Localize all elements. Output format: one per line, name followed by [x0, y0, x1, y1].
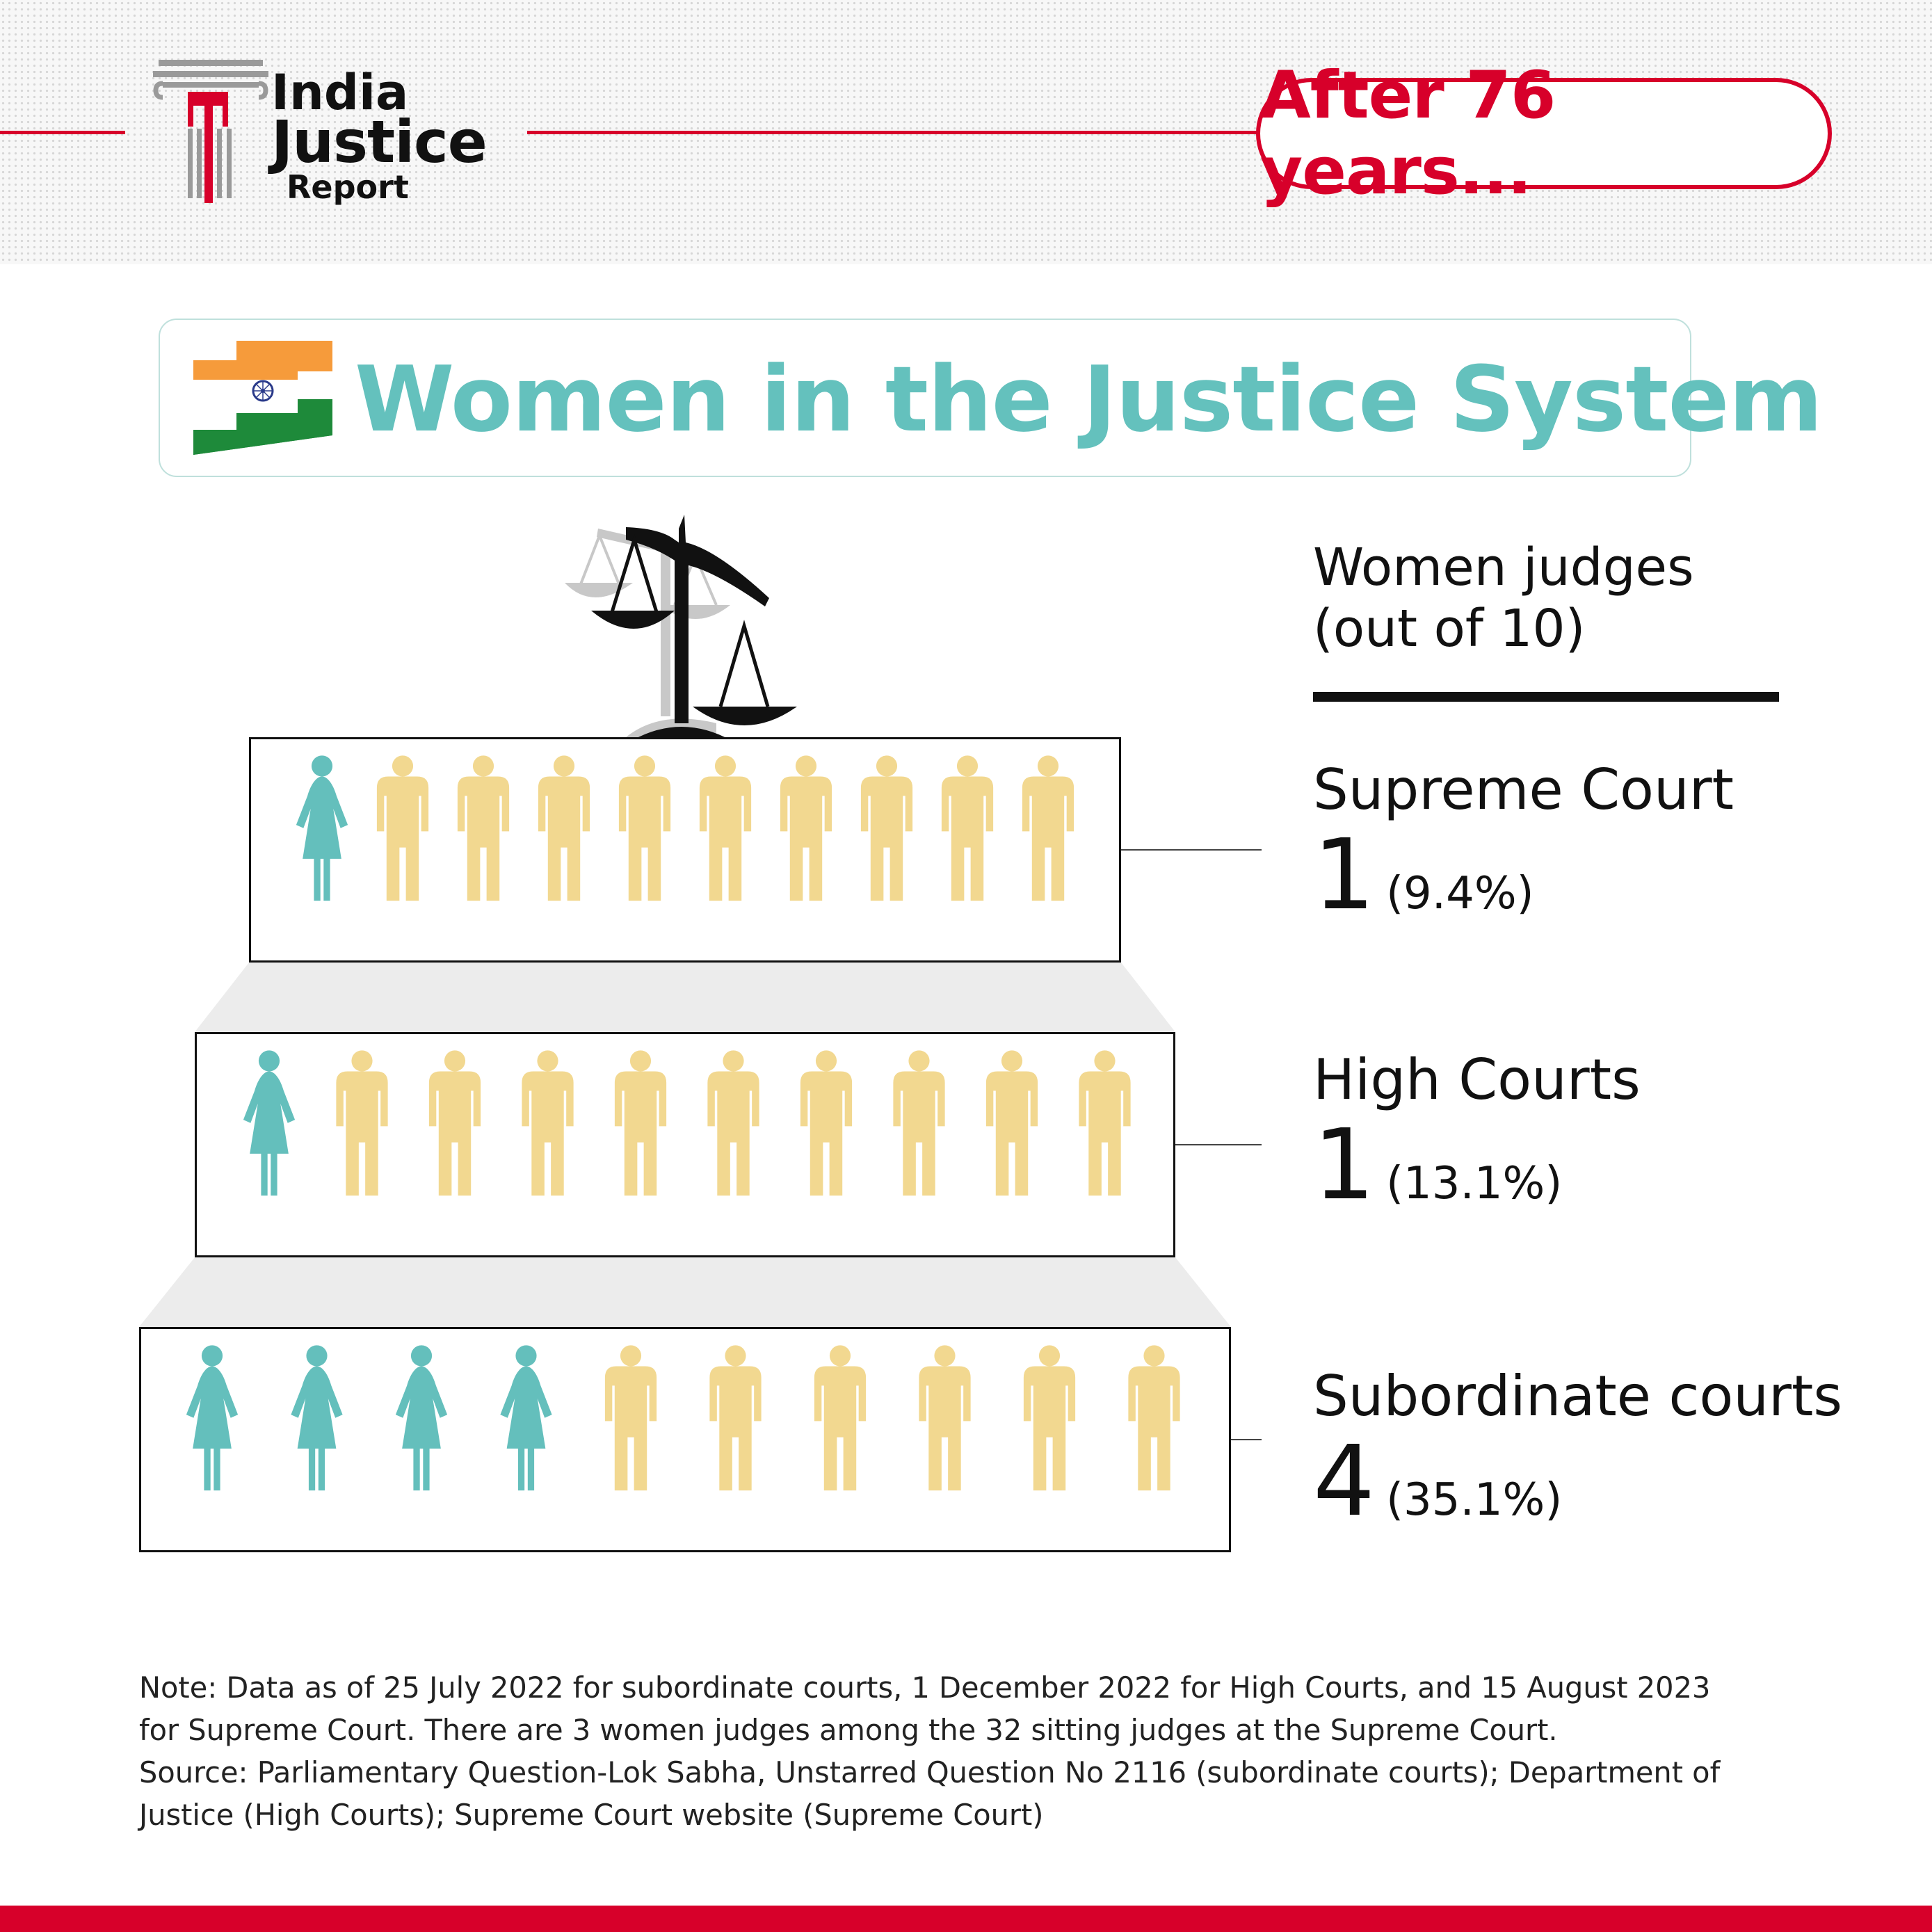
legend-title-line2: (out of 10) [1313, 599, 1586, 659]
man-judge-figure [457, 755, 510, 901]
man-judge-figure [538, 755, 590, 901]
man-judge-figure [800, 1050, 853, 1196]
page-title: Women in the Justice System [355, 346, 1823, 452]
man-judge-figure [336, 1050, 388, 1196]
logo-line-report: Report [287, 168, 409, 206]
tagline-text: After 76 years... [1260, 58, 1556, 209]
scales-of-justice-icon [565, 515, 797, 740]
man-judge-figure [709, 1345, 762, 1491]
woman-judge-figure [500, 1345, 552, 1491]
source-note: Note: Data as of 25 July 2022 for subord… [139, 1666, 1822, 1836]
man-judge-figure [376, 755, 429, 901]
man-judge-figure [522, 1050, 574, 1196]
man-judge-figure [1023, 1345, 1076, 1491]
note-line: Justice (High Courts); Supreme Court web… [139, 1798, 1044, 1832]
man-judge-figure [780, 755, 832, 901]
legend-underline [1313, 692, 1779, 702]
man-judge-figure [860, 755, 913, 901]
tier-supreme-court [249, 737, 1121, 963]
connector-subordinate-courts [1231, 1439, 1262, 1440]
man-judge-figure [1128, 1345, 1180, 1491]
logo: India Justice Report [153, 56, 515, 209]
header-rule-right [527, 131, 1264, 134]
court-percent: (13.1%) [1386, 1158, 1563, 1209]
legend-title: Women judges (out of 10) [1313, 537, 1694, 659]
court-label-high: High Courts 1 (13.1%) [1313, 1047, 1641, 1218]
tier-subordinate-courts [139, 1327, 1231, 1552]
woman-judge-figure [186, 1345, 239, 1491]
court-label-subordinate: Subordinate courts 4 (35.1%) [1313, 1363, 1842, 1534]
note-line: Source: Parliamentary Question-Lok Sabha… [139, 1755, 1721, 1789]
title-box: Women in the Justice System [159, 319, 1823, 477]
man-judge-figure [614, 1050, 667, 1196]
court-percent: (35.1%) [1386, 1474, 1563, 1526]
man-judge-figure [1079, 1050, 1131, 1196]
man-judge-figure [919, 1345, 971, 1491]
court-name: High Courts [1313, 1047, 1641, 1112]
pictogram-row [243, 1050, 1131, 1196]
pillar-logo-icon [153, 60, 268, 203]
man-judge-figure [604, 1345, 657, 1491]
man-judge-figure [618, 755, 671, 901]
tagline-pill: After 76 years... [1256, 58, 1832, 209]
connector-supreme-court [1121, 849, 1262, 851]
court-count: 4 [1313, 1425, 1376, 1538]
court-count: 1 [1313, 819, 1376, 932]
man-judge-figure [1022, 755, 1074, 901]
man-judge-figure [985, 1050, 1038, 1196]
pictogram-row [296, 755, 1074, 901]
court-name: Subordinate courts [1313, 1364, 1843, 1428]
header-rule-left [0, 131, 125, 134]
woman-judge-figure [291, 1345, 343, 1491]
man-judge-figure [428, 1050, 481, 1196]
pictogram-row [186, 1345, 1180, 1491]
man-judge-figure [707, 1050, 759, 1196]
tier-high-courts [195, 1032, 1175, 1257]
man-judge-figure [941, 755, 994, 901]
note-line: for Supreme Court. There are 3 women jud… [139, 1713, 1558, 1747]
court-count: 1 [1313, 1109, 1376, 1222]
india-flag-icon [193, 341, 332, 455]
man-judge-figure [893, 1050, 945, 1196]
note-line: Note: Data as of 25 July 2022 for subord… [139, 1671, 1711, 1705]
logo-line-justice: Justice [271, 108, 488, 176]
woman-judge-figure [296, 755, 348, 901]
legend-title-line1: Women judges [1313, 538, 1694, 597]
man-judge-figure [699, 755, 752, 901]
court-percent: (9.4%) [1386, 868, 1534, 919]
court-label-supreme: Supreme Court 1 (9.4%) [1313, 757, 1734, 928]
man-judge-figure [814, 1345, 867, 1491]
woman-judge-figure [243, 1050, 296, 1196]
court-name: Supreme Court [1313, 757, 1734, 822]
footer-bar [0, 1906, 1932, 1932]
connector-high-courts [1175, 1144, 1262, 1145]
woman-judge-figure [395, 1345, 448, 1491]
logo-line-india: India [271, 64, 409, 121]
